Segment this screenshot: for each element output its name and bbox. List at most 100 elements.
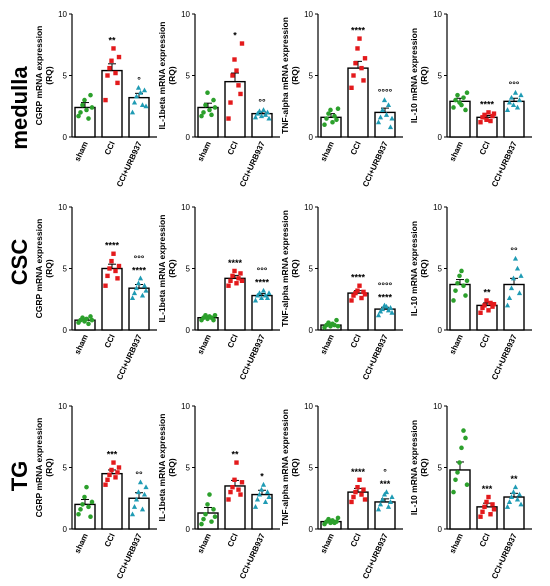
significance-marker: *	[260, 472, 264, 482]
data-point-cci-urb937	[383, 112, 390, 117]
data-point-sham	[199, 113, 204, 119]
y-axis-title: CGRP mRNA expression(RQ)	[34, 418, 54, 518]
bar	[251, 493, 273, 530]
data-point-cci-urb937	[139, 506, 146, 512]
data-point-cci	[232, 268, 237, 274]
data-point-sham	[89, 105, 95, 110]
significance-marker: °°°	[509, 80, 520, 90]
data-point-cci	[103, 97, 108, 103]
x-tick-label: CCI+URB937	[490, 532, 519, 581]
bar	[449, 469, 471, 530]
data-point-cci	[113, 70, 118, 76]
x-tick-label: CCI	[478, 333, 492, 349]
y-axis-title: IL-1beta mRNA expression(RQ)	[157, 215, 177, 323]
data-point-cci-urb937	[266, 494, 272, 500]
chart-panel: CGRP mRNA expression(RQ) 0 5 10 sham *** CCI °°…	[34, 402, 157, 580]
data-point-cci	[361, 289, 366, 295]
x-tick-label: CCI	[226, 333, 240, 349]
data-point-cci-urb937	[508, 94, 515, 100]
data-point-cci-urb937	[389, 494, 395, 500]
y-tick-label: 10	[433, 10, 442, 19]
data-point-sham	[199, 521, 204, 527]
y-axis-title: TNF-alpha mRNA expression(RQ)	[280, 409, 300, 526]
y-axis-title: IL-10 mRNA expression(RQ)	[409, 28, 429, 123]
data-point-cci-urb937	[504, 504, 511, 509]
data-point-cci-urb937	[131, 504, 138, 509]
data-point-cci	[228, 100, 233, 105]
data-point-sham	[461, 428, 466, 433]
data-point-cci-urb937	[252, 114, 259, 120]
data-point-cci-urb937	[129, 295, 136, 301]
x-tick-label: CCI	[226, 140, 240, 156]
data-point-cci	[236, 487, 241, 492]
significance-marker: °	[137, 75, 141, 85]
significance-marker: ****	[480, 99, 495, 109]
data-point-cci-urb937	[143, 484, 149, 490]
significance-marker: °°°°	[378, 87, 393, 97]
data-point-cci	[234, 281, 239, 286]
data-point-cci-urb937	[137, 275, 144, 281]
data-point-cci-urb937	[254, 110, 261, 116]
data-point-cci	[226, 497, 231, 502]
data-point-cci	[357, 477, 362, 482]
y-axis-title-line: (RQ)	[44, 259, 54, 278]
data-point-cci-urb937	[381, 97, 388, 103]
y-tick-label: 10	[58, 10, 67, 19]
significance-marker: **	[231, 450, 239, 460]
data-point-cci	[103, 482, 108, 487]
data-point-sham	[80, 102, 85, 108]
chart-panel: TNF-alpha mRNA expression(RQ) 0 5 10 sham ***…	[280, 402, 403, 580]
data-point-cci-urb937	[135, 280, 142, 286]
x-tick-label: CCI+URB937	[238, 333, 267, 382]
y-tick-label: 0	[63, 525, 68, 534]
data-point-sham	[82, 494, 87, 500]
x-tick-label: CCI	[349, 140, 363, 156]
data-point-cci-urb937	[506, 295, 513, 301]
data-point-sham	[207, 107, 212, 113]
x-tick-label: sham	[196, 532, 213, 555]
chart-panel: IL-10 mRNA expression(RQ) 0 5 10 sham ** CCI °°…	[409, 203, 532, 381]
data-point-cci	[488, 118, 493, 124]
y-axis-title-line: (RQ)	[167, 66, 177, 85]
data-point-cci	[355, 484, 360, 490]
bar	[224, 80, 246, 138]
y-axis-title-line: (RQ)	[44, 458, 54, 477]
data-point-cci-urb937	[133, 496, 140, 502]
data-point-cci-urb937	[262, 112, 269, 117]
data-point-cci-urb937	[141, 87, 148, 93]
data-point-cci-urb937	[510, 489, 517, 495]
data-point-cci	[486, 494, 491, 500]
data-point-cci	[111, 251, 116, 256]
data-point-sham	[78, 110, 83, 115]
data-point-cci	[353, 489, 358, 495]
bar	[128, 287, 150, 331]
y-tick-label: 5	[438, 464, 443, 473]
data-point-cci-urb937	[514, 104, 521, 110]
y-axis-title: CGRP mRNA expression(RQ)	[34, 219, 54, 319]
data-point-sham	[334, 117, 339, 123]
data-point-cci	[228, 489, 233, 495]
data-point-cci-urb937	[379, 306, 386, 312]
data-point-cci-urb937	[377, 501, 384, 507]
data-point-sham	[334, 519, 339, 524]
chart-panels: CGRP mRNA expression(RQ) 0 5 10 sham ** CCI ° CC…	[34, 10, 532, 580]
bar	[374, 501, 396, 530]
row-label-csc: CSC	[7, 239, 32, 286]
data-point-cci-urb937	[387, 305, 394, 310]
data-point-cci-urb937	[510, 102, 517, 108]
data-point-sham	[324, 116, 329, 121]
data-point-cci	[482, 303, 487, 308]
data-point-cci-urb937	[139, 102, 146, 108]
data-point-cci	[490, 113, 495, 119]
y-axis-title-line: (RQ)	[419, 259, 429, 278]
x-tick-label: sham	[196, 140, 213, 163]
significance-marker: ****	[228, 258, 243, 268]
y-axis-title-line: (RQ)	[290, 66, 300, 85]
data-point-cci-urb937	[260, 481, 267, 487]
y-axis-title: IL-1beta mRNA expression(RQ)	[157, 22, 177, 130]
chart-panel: IL-1beta mRNA expression(RQ) 0 5 10 sham ** CC…	[157, 402, 280, 580]
data-point-sham	[453, 477, 458, 483]
data-point-cci-urb937	[516, 491, 523, 497]
data-point-cci	[349, 85, 354, 90]
